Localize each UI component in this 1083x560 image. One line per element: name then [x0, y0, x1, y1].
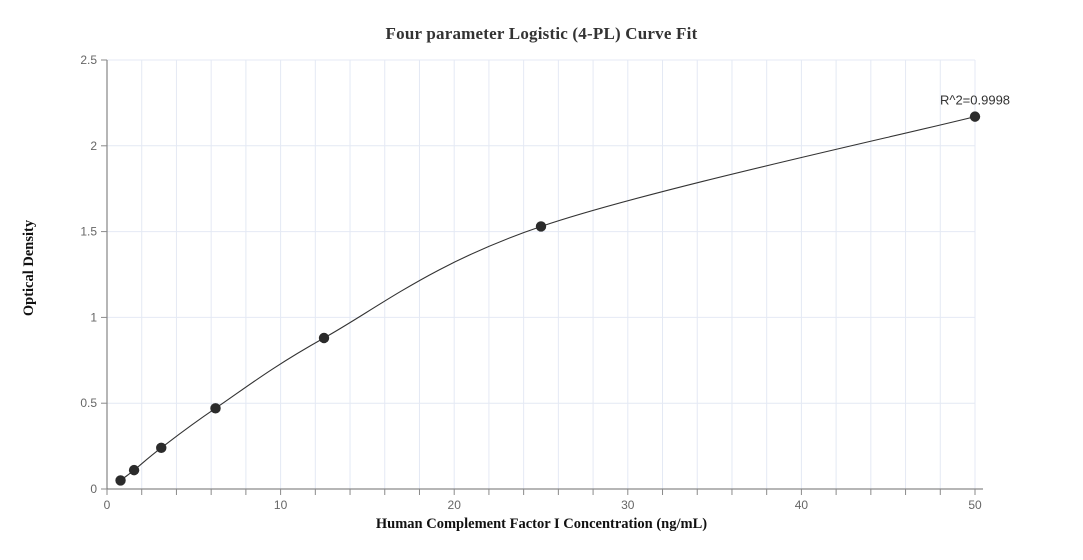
x-tick-label: 20	[448, 498, 462, 512]
data-point	[128, 464, 140, 476]
x-tick-label: 10	[274, 498, 288, 512]
r-squared-annotation: R^2=0.9998	[940, 93, 1010, 108]
y-tick-label: 0.5	[80, 396, 97, 410]
y-tick-label: 2.5	[80, 53, 97, 67]
data-point	[969, 111, 981, 122]
data-point	[210, 403, 221, 414]
fit-curve	[120, 116, 976, 481]
data-point	[535, 221, 547, 232]
data-point	[156, 442, 167, 454]
x-tick-label: 0	[104, 498, 111, 512]
data-point	[115, 475, 126, 486]
y-tick-label: 1.5	[80, 225, 97, 239]
x-tick-label: 30	[621, 498, 635, 512]
x-tick-label: 40	[795, 498, 809, 512]
x-axis-title: Human Complement Factor I Concentration …	[375, 516, 708, 532]
y-tick-label: 2	[90, 139, 97, 153]
data-point	[318, 332, 330, 344]
y-tick-label: 0	[90, 482, 97, 496]
y-axis-title: Optical Density	[21, 219, 37, 317]
chart-title: Four parameter Logistic (4-PL) Curve Fit	[385, 24, 698, 43]
x-tick-label: 50	[968, 498, 982, 512]
y-tick-label: 1	[90, 310, 97, 324]
